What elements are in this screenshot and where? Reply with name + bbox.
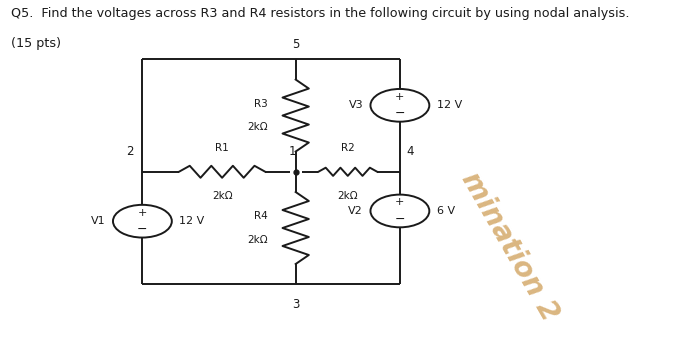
Text: 1: 1	[289, 145, 296, 158]
Text: 2kΩ: 2kΩ	[212, 190, 232, 200]
Text: −: −	[395, 213, 405, 226]
Text: (15 pts): (15 pts)	[10, 37, 61, 50]
Text: −: −	[137, 223, 148, 236]
Text: 2kΩ: 2kΩ	[248, 122, 268, 132]
Text: 3: 3	[292, 298, 300, 311]
Text: +: +	[138, 208, 147, 218]
Text: +: +	[395, 92, 405, 102]
Text: V2: V2	[349, 206, 363, 216]
Text: R1: R1	[215, 143, 229, 153]
Text: R4: R4	[254, 211, 268, 221]
Text: R2: R2	[341, 143, 355, 153]
Text: 12 V: 12 V	[179, 216, 204, 226]
Text: V1: V1	[91, 216, 106, 226]
Text: 12 V: 12 V	[437, 100, 462, 110]
Text: V3: V3	[349, 100, 363, 110]
Text: mination 2: mination 2	[456, 167, 564, 326]
Text: +: +	[395, 197, 405, 207]
Text: 6 V: 6 V	[437, 206, 455, 216]
Text: 2kΩ: 2kΩ	[337, 190, 358, 200]
Text: 2kΩ: 2kΩ	[248, 235, 268, 245]
Text: R3: R3	[254, 99, 268, 109]
Text: 4: 4	[406, 145, 414, 158]
Text: Q5.  Find the voltages across R3 and R4 resistors in the following circuit by us: Q5. Find the voltages across R3 and R4 r…	[10, 7, 629, 19]
Text: 5: 5	[292, 38, 300, 51]
Text: −: −	[395, 107, 405, 120]
Text: 2: 2	[126, 145, 133, 158]
